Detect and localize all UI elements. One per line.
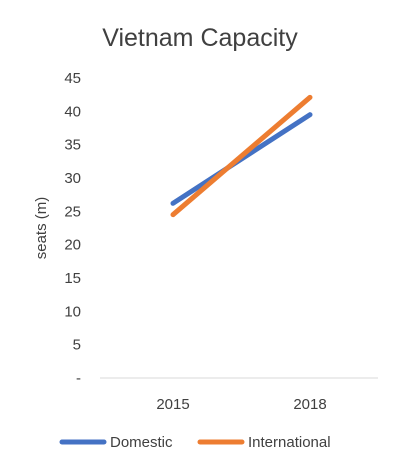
y-tick-label: 20 bbox=[64, 237, 81, 254]
legend: Domestic International bbox=[59, 434, 331, 451]
y-tick-label: 15 bbox=[64, 270, 81, 287]
x-tick-label: 2015 bbox=[156, 396, 189, 413]
y-tick-labels: - 5 10 15 20 25 30 35 40 45 bbox=[64, 70, 81, 387]
x-tick-label: 2018 bbox=[293, 396, 326, 413]
y-tick-label: 30 bbox=[64, 170, 81, 187]
y-axis-label: seats (m) bbox=[33, 197, 50, 260]
y-tick-label: 40 bbox=[64, 103, 81, 120]
y-tick-label: 35 bbox=[64, 137, 81, 154]
y-tick-label: 25 bbox=[64, 203, 81, 220]
series-lines bbox=[170, 94, 313, 218]
y-tick-label: 5 bbox=[73, 337, 81, 354]
legend-label-domestic: Domestic bbox=[110, 434, 173, 451]
series-line-international bbox=[170, 94, 313, 218]
y-tick-label: - bbox=[76, 370, 81, 387]
legend-label-international: International bbox=[248, 434, 331, 451]
x-tick-labels: 2015 2018 bbox=[156, 396, 326, 413]
y-tick-label: 10 bbox=[64, 303, 81, 320]
chart-title: Vietnam Capacity bbox=[102, 24, 298, 52]
y-tick-label: 45 bbox=[64, 70, 81, 87]
